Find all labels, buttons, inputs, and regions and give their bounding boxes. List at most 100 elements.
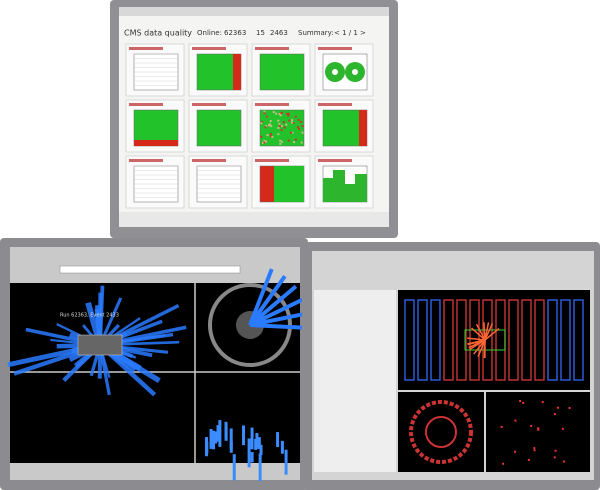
- lumi-section: 15: [256, 29, 265, 37]
- footer: [119, 212, 389, 227]
- event-display-right: [404, 299, 584, 465]
- noise-pixel: [280, 124, 283, 127]
- lego-hit: [556, 406, 559, 409]
- event-display: [7, 268, 311, 482]
- noise-pixel: [291, 131, 294, 134]
- noise-pixel: [271, 136, 274, 139]
- side-panel: [314, 290, 396, 472]
- lego-hit: [568, 406, 571, 409]
- plot-caption: [129, 103, 163, 106]
- noise-pixel: [264, 126, 267, 129]
- lego-tower: [229, 428, 233, 449]
- lego-tower: [284, 449, 288, 475]
- lego-tower: [229, 441, 233, 453]
- lego-tower: [205, 441, 209, 454]
- plot-caption: [255, 103, 289, 106]
- noise-pixel: [294, 115, 297, 118]
- plot-caption: [255, 159, 289, 162]
- red-band: [233, 54, 241, 90]
- lego-tower: [216, 425, 220, 442]
- lego-hit: [519, 400, 522, 403]
- muon-chamber: [573, 299, 584, 381]
- noise-pixel: [297, 118, 300, 121]
- plot-area: [196, 109, 242, 147]
- lego-hit: [527, 458, 530, 461]
- noise-pixel: [272, 111, 275, 114]
- ring: [409, 400, 473, 464]
- noise-pixel: [290, 119, 293, 122]
- plot-caption: [192, 159, 226, 162]
- noise-pixel: [287, 114, 290, 117]
- noise-pixel: [300, 141, 303, 144]
- noise-pixel: [280, 112, 283, 115]
- dq-title: CMS data quality: [124, 29, 192, 38]
- lego-tower: [257, 437, 261, 450]
- noise-pixel: [261, 121, 264, 124]
- plot-caption: [318, 47, 352, 50]
- lego-hit: [500, 425, 503, 428]
- muon-chamber: [560, 299, 571, 381]
- muon-chamber: [417, 299, 428, 381]
- lego-tower: [280, 440, 284, 454]
- lego-tower: [258, 453, 262, 482]
- red-band: [134, 140, 178, 146]
- energy-tower: [249, 323, 311, 330]
- noise-pixel: [260, 135, 263, 138]
- energy-tower: [249, 311, 310, 327]
- noise-pixel: [269, 132, 272, 135]
- muon-chamber: [430, 299, 441, 381]
- noise-pixel: [279, 114, 282, 117]
- lego-hit: [553, 456, 556, 459]
- noise-pixel: [288, 119, 291, 122]
- noise-pixel: [269, 135, 272, 138]
- noise-pixel: [279, 142, 282, 145]
- online-label: Online:: [197, 29, 222, 37]
- disk-hole: [352, 69, 358, 75]
- track: [471, 327, 486, 341]
- lego-tower: [224, 424, 228, 441]
- pager[interactable]: < 1 / 1 >: [334, 29, 366, 37]
- url-bar[interactable]: [59, 265, 241, 274]
- status-bar: [10, 463, 300, 480]
- plot-caption: [255, 47, 289, 50]
- muon-chamber: [521, 299, 532, 381]
- plot-caption: [129, 159, 163, 162]
- muon-chamber: [404, 299, 415, 381]
- noise-pixel: [265, 140, 268, 143]
- browser-bar: [119, 7, 389, 16]
- lego-hit: [537, 427, 540, 430]
- noise-pixel: [298, 127, 301, 130]
- lego-tower: [250, 451, 254, 463]
- lego-tower: [247, 438, 251, 468]
- plot-caption: [129, 47, 163, 50]
- noise-pixel: [278, 122, 281, 125]
- disk-hole: [332, 69, 338, 75]
- energy-tower: [248, 268, 274, 326]
- plot-caption: [192, 103, 226, 106]
- lego-hit: [514, 450, 517, 453]
- noise-pixel: [292, 121, 295, 124]
- event-label: Run 62363, Event 2433: [60, 313, 119, 319]
- lego-tower: [255, 432, 259, 449]
- detector-core: [77, 334, 123, 356]
- noise-pixel: [265, 115, 268, 118]
- noise-pixel: [290, 131, 293, 134]
- blocks: [323, 170, 367, 202]
- energy-tower: [248, 275, 287, 327]
- lego-hit: [562, 460, 565, 463]
- noise-pixel: [278, 113, 281, 116]
- muon-chamber: [547, 299, 558, 381]
- noise-pixel: [270, 125, 273, 128]
- lego-hit: [554, 449, 557, 452]
- track: [475, 323, 486, 341]
- plot-caption: [192, 47, 226, 50]
- lego-tower: [232, 454, 236, 481]
- summary-label: Summary:: [298, 29, 334, 37]
- noise-pixel: [301, 125, 304, 128]
- lego-hit: [530, 424, 533, 427]
- noise-pixel: [266, 134, 269, 137]
- red-band: [359, 110, 367, 146]
- noise-pixel: [297, 126, 300, 129]
- noise-pixel: [294, 138, 297, 141]
